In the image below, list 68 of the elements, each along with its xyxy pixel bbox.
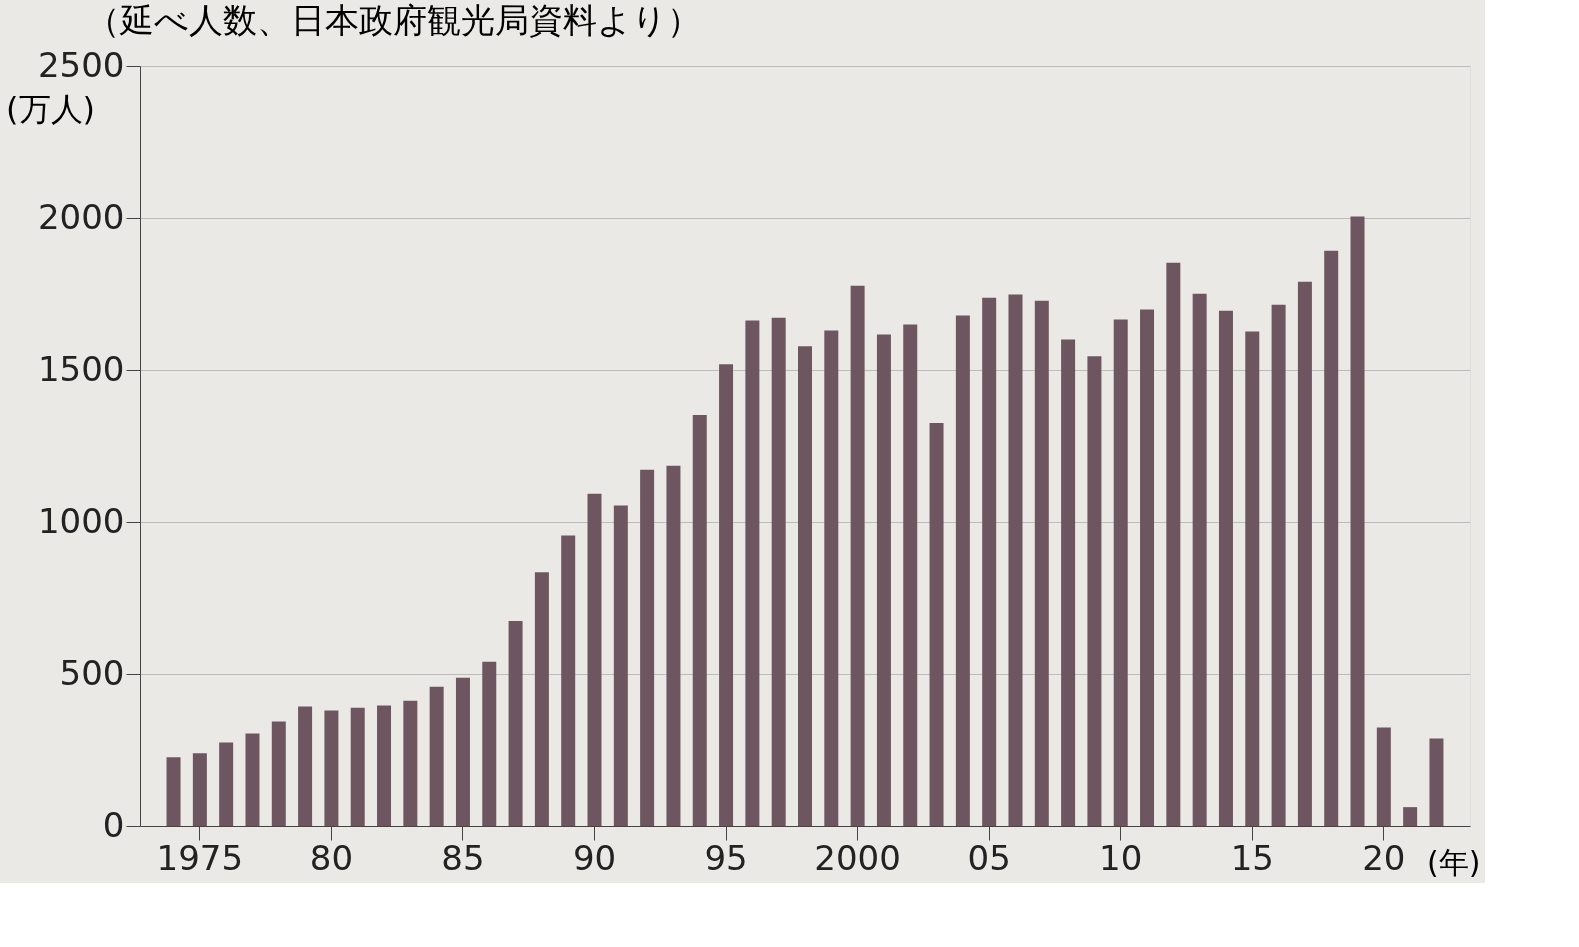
bar — [1061, 339, 1076, 826]
bar — [1297, 281, 1312, 826]
bar — [377, 705, 392, 826]
x-tick-label: 95 — [704, 837, 748, 878]
bar — [850, 285, 865, 826]
bar — [1376, 727, 1391, 826]
bar — [1350, 216, 1365, 826]
bar — [640, 469, 655, 826]
bar — [982, 297, 997, 826]
bar — [824, 330, 839, 826]
bar — [771, 317, 786, 826]
x-tick-label: 2000 — [814, 837, 901, 878]
bar — [219, 742, 234, 826]
bar — [1403, 807, 1418, 826]
bar — [324, 710, 339, 826]
bar — [166, 757, 181, 826]
bar — [929, 422, 944, 826]
bar — [1218, 310, 1233, 826]
bar — [587, 493, 602, 826]
bar — [1034, 300, 1049, 826]
y-tick-label: 1000 — [37, 500, 125, 541]
bar — [613, 505, 628, 826]
x-tick-label: 90 — [572, 837, 617, 878]
bar — [692, 414, 707, 826]
bar — [298, 706, 313, 826]
bar — [1113, 319, 1128, 826]
bar — [798, 346, 812, 826]
chart-subtitle: （延べ人数、日本政府観光局資料より） — [85, 0, 701, 40]
bar — [271, 721, 286, 826]
bar — [1245, 331, 1260, 826]
bar — [955, 315, 970, 826]
y-tick-label: 2000 — [37, 196, 125, 237]
bar — [1140, 309, 1155, 826]
bar — [429, 686, 444, 826]
bar — [350, 707, 365, 826]
bar — [666, 465, 681, 826]
bar — [561, 535, 576, 826]
bar — [403, 700, 418, 826]
bar — [1271, 304, 1286, 826]
x-tick-label: 80 — [309, 837, 354, 878]
bar — [482, 661, 497, 826]
bar — [1166, 262, 1181, 826]
bar — [1087, 356, 1102, 826]
x-tick-label: 15 — [1230, 837, 1274, 878]
bar — [745, 320, 760, 826]
bar — [192, 753, 207, 826]
x-axis-title: (年) — [1427, 844, 1481, 880]
bar — [719, 364, 734, 826]
bar — [1192, 293, 1207, 826]
bar — [876, 334, 891, 826]
y-tick-label: 2500 — [37, 44, 125, 85]
bar — [1324, 250, 1339, 826]
bar — [1008, 294, 1023, 826]
bar — [508, 621, 523, 826]
y-tick-label: 1500 — [37, 348, 125, 389]
bar — [245, 733, 260, 826]
x-tick-label: 05 — [967, 837, 1011, 878]
y-tick-label: 0 — [102, 804, 125, 845]
x-tick-label: 20 — [1362, 837, 1406, 878]
bar — [903, 324, 918, 826]
bar — [534, 572, 549, 826]
y-tick-label: 500 — [59, 652, 125, 693]
y-axis-title: (万人) — [6, 89, 95, 128]
bar — [1429, 738, 1444, 826]
x-tick-label: 10 — [1099, 837, 1143, 878]
x-tick-label: 85 — [441, 837, 485, 878]
x-tick-label: 1975 — [156, 837, 244, 878]
bar — [455, 677, 470, 826]
